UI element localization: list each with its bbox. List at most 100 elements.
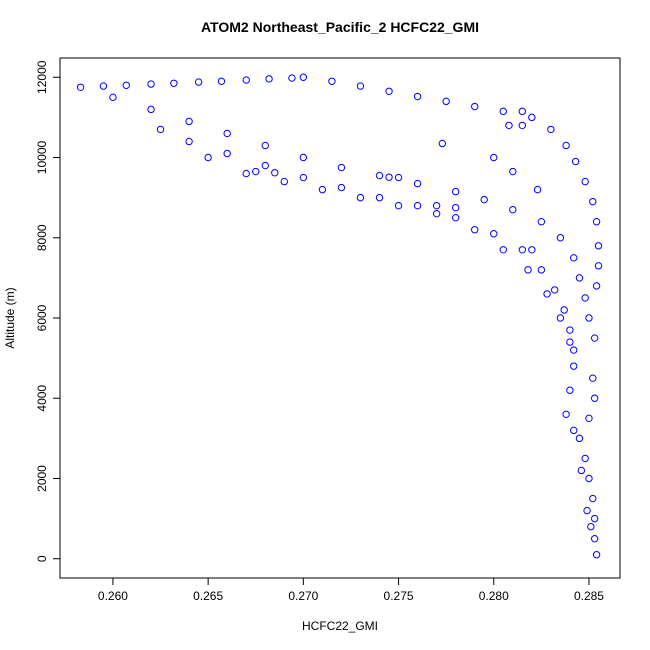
point xyxy=(585,314,593,322)
point xyxy=(242,169,250,178)
point xyxy=(566,338,574,346)
point xyxy=(543,290,551,298)
point xyxy=(480,195,488,204)
y-axis-label: Altitude (m) xyxy=(3,287,17,348)
point xyxy=(356,82,365,90)
x-tick-label: 0.260 xyxy=(98,589,128,603)
point xyxy=(547,125,555,134)
point xyxy=(581,294,589,302)
point xyxy=(587,522,595,531)
point xyxy=(556,234,565,242)
point xyxy=(570,346,578,354)
point xyxy=(505,121,513,130)
point xyxy=(562,410,570,418)
x-tick-label: 0.275 xyxy=(384,589,414,603)
y-tick-label: 8000 xyxy=(35,224,49,251)
x-axis-label: HCFC22_GMI xyxy=(302,619,378,633)
point xyxy=(413,179,422,188)
point xyxy=(385,87,393,96)
point xyxy=(185,137,193,146)
point xyxy=(577,466,586,475)
point xyxy=(592,282,601,290)
point xyxy=(337,183,346,192)
point xyxy=(299,73,308,81)
point xyxy=(170,79,178,87)
point xyxy=(337,163,346,172)
y-tick-label: 0 xyxy=(35,555,49,562)
point xyxy=(594,262,603,270)
point xyxy=(537,266,546,274)
point xyxy=(265,75,273,83)
point xyxy=(589,374,597,382)
point xyxy=(585,414,593,423)
point xyxy=(122,81,130,89)
point xyxy=(394,201,403,210)
point xyxy=(451,187,460,196)
point xyxy=(592,551,601,559)
point xyxy=(560,306,568,314)
point xyxy=(328,77,336,85)
point xyxy=(594,242,603,250)
point xyxy=(223,149,231,158)
point xyxy=(499,107,507,116)
point xyxy=(589,197,597,206)
point xyxy=(413,92,422,101)
point xyxy=(590,334,599,342)
point xyxy=(518,121,527,130)
point xyxy=(570,362,578,370)
point xyxy=(537,218,546,226)
point xyxy=(194,78,203,86)
point xyxy=(432,201,441,210)
point xyxy=(413,201,422,210)
point xyxy=(528,246,536,254)
point xyxy=(590,514,599,523)
point xyxy=(499,246,507,254)
point xyxy=(556,314,565,322)
point xyxy=(509,167,517,176)
point xyxy=(533,185,542,194)
point xyxy=(223,129,231,138)
point xyxy=(451,213,460,222)
point xyxy=(566,326,574,334)
point xyxy=(581,454,589,463)
point xyxy=(570,254,578,262)
point xyxy=(204,153,212,162)
point xyxy=(524,266,532,274)
point xyxy=(590,394,599,402)
point xyxy=(585,474,593,483)
point xyxy=(583,506,591,515)
point xyxy=(509,205,517,214)
point xyxy=(242,76,250,84)
point xyxy=(518,107,527,116)
point xyxy=(147,80,155,88)
point xyxy=(471,226,479,234)
point xyxy=(490,153,498,162)
point xyxy=(570,426,578,435)
point xyxy=(147,105,155,114)
point xyxy=(590,534,599,543)
chart-title: ATOM2 Northeast_Pacific_2 HCFC22_GMI xyxy=(201,19,479,35)
point xyxy=(566,386,574,394)
point xyxy=(271,169,279,177)
point xyxy=(589,494,597,503)
y-tick-label: 2000 xyxy=(35,465,49,492)
point xyxy=(581,177,589,186)
point xyxy=(375,193,384,202)
point xyxy=(109,93,117,102)
point xyxy=(562,141,570,150)
point xyxy=(288,74,296,82)
point xyxy=(261,141,269,150)
point xyxy=(550,286,559,294)
point xyxy=(490,230,498,238)
y-tick-label: 12000 xyxy=(35,60,49,94)
point xyxy=(394,173,403,182)
point xyxy=(99,82,108,90)
point xyxy=(432,209,441,218)
y-tick-label: 10000 xyxy=(35,140,49,174)
point xyxy=(518,246,527,254)
point xyxy=(385,173,393,181)
point xyxy=(571,157,580,166)
point xyxy=(252,167,260,176)
point xyxy=(575,274,584,282)
point xyxy=(76,83,85,91)
